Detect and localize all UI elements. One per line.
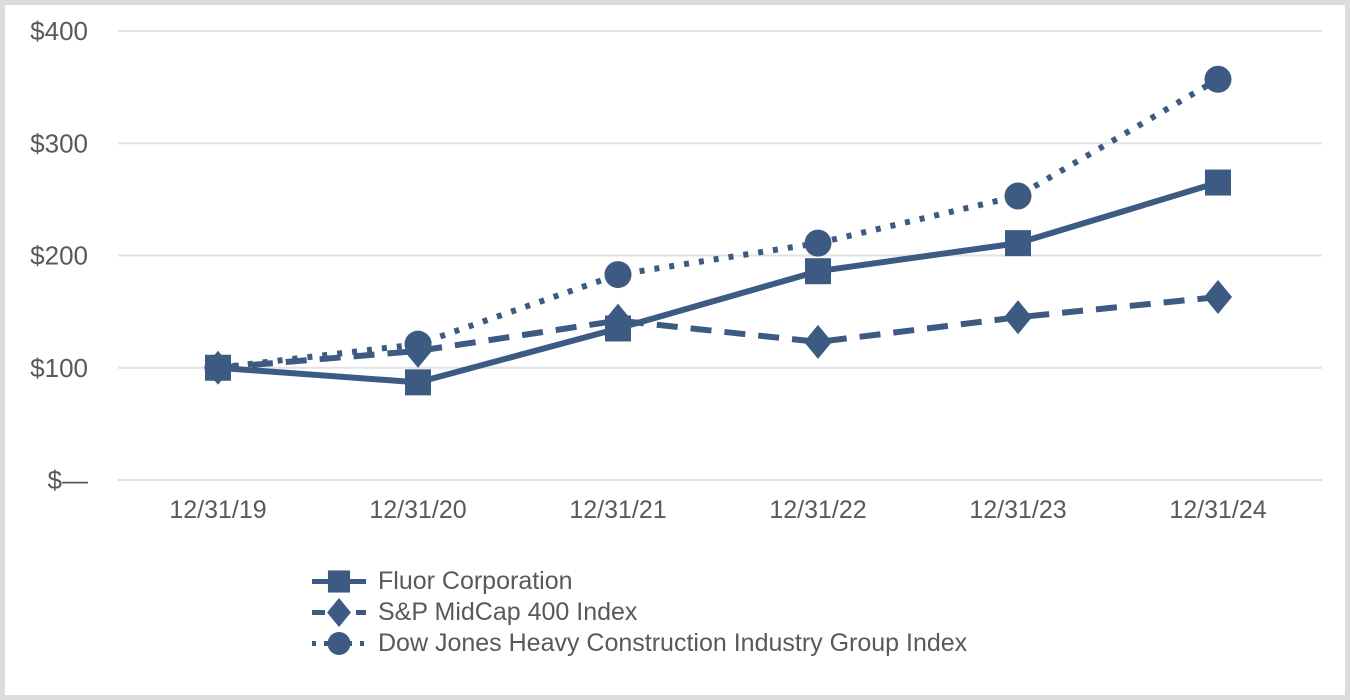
- marker-circle-icon: [327, 632, 351, 655]
- marker-circle-icon: [404, 330, 432, 358]
- marker-circle-icon: [804, 229, 832, 257]
- y-tick-label: $100: [30, 353, 88, 383]
- marker-circle-icon: [1204, 65, 1232, 93]
- x-tick-label: 12/31/20: [369, 496, 466, 524]
- y-tick-label: $200: [30, 241, 88, 271]
- x-tick-label: 12/31/23: [969, 496, 1066, 524]
- marker-square-icon: [605, 315, 631, 342]
- y-tick-label: $300: [30, 128, 88, 158]
- legend-item-sp-midcap: S&P MidCap 400 Index: [311, 597, 967, 628]
- series-line-diamond: [217, 294, 1219, 371]
- chart-legend: Fluor Corporation S&P MidCap 400 Index D…: [311, 566, 967, 659]
- legend-swatch-square-icon: [312, 570, 366, 593]
- marker-diamond-icon: [1204, 280, 1232, 315]
- legend-label-dow-jones: Dow Jones Heavy Construction Industry Gr…: [378, 629, 968, 657]
- legend-item-fluor: Fluor Corporation: [311, 566, 967, 597]
- legend-swatch-diamond-icon: [312, 598, 366, 627]
- marker-square-icon: [1205, 169, 1231, 196]
- x-tick-label: 12/31/19: [169, 496, 266, 524]
- x-tick-label: 12/31/24: [1169, 496, 1266, 524]
- marker-square-icon: [405, 369, 431, 396]
- marker-square-icon: [327, 570, 351, 593]
- series-line-square: [217, 179, 1219, 386]
- x-tick-label: 12/31/22: [769, 496, 866, 524]
- legend-label-fluor: Fluor Corporation: [378, 567, 573, 595]
- marker-square-icon: [805, 258, 831, 285]
- marker-circle-icon: [604, 261, 632, 289]
- marker-square-icon: [1005, 230, 1031, 257]
- marker-square-icon: [205, 354, 231, 381]
- legend-item-dow-jones: Dow Jones Heavy Construction Industry Gr…: [311, 628, 967, 659]
- marker-diamond-icon: [327, 598, 351, 627]
- marker-circle-icon: [1004, 182, 1032, 210]
- performance-line-chart: $— $100 $200 $300 $400 12/31/19 12/31/20 12/31/…: [30, 16, 1322, 524]
- legend-label-sp-midcap: S&P MidCap 400 Index: [378, 598, 638, 626]
- y-tick-label: $—: [48, 465, 88, 495]
- series-line-circle: [217, 76, 1220, 371]
- x-tick-label: 12/31/21: [569, 496, 666, 524]
- marker-diamond-icon: [804, 324, 832, 359]
- y-tick-label: $400: [30, 16, 88, 46]
- marker-diamond-icon: [1004, 300, 1032, 335]
- legend-swatch-circle-icon: [312, 632, 366, 655]
